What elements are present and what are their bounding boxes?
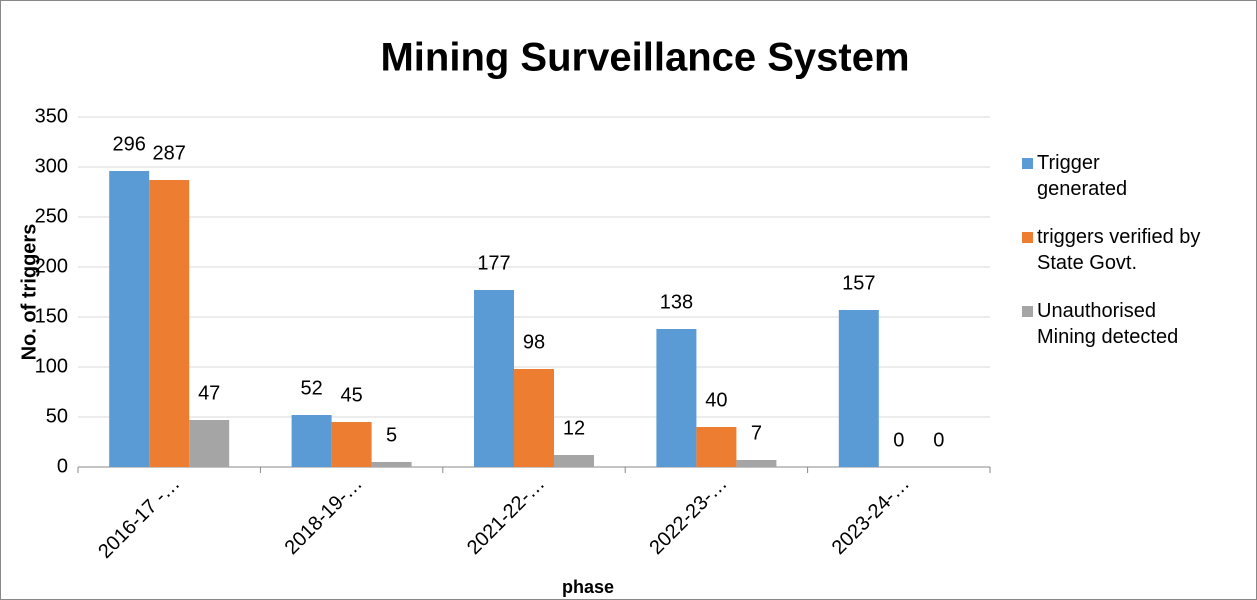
bar: [109, 171, 150, 467]
bar: [149, 180, 190, 467]
data-label: 0: [893, 429, 904, 451]
y-tick-label: 0: [57, 455, 68, 477]
legend: Trigger generated triggers verified by St…: [1022, 150, 1222, 372]
legend-entry: Unauthorised Mining detected: [1022, 298, 1222, 350]
y-axis-label: No. of triggers: [18, 224, 40, 361]
y-tick-label: 200: [35, 255, 68, 277]
legend-entry: Trigger generated: [1022, 150, 1222, 202]
data-label: 40: [705, 389, 727, 411]
data-label: 177: [477, 252, 510, 274]
data-label: 0: [933, 429, 944, 451]
data-label: 52: [300, 377, 322, 399]
bar: [838, 310, 879, 467]
legend-swatch: [1022, 158, 1033, 169]
y-tick-label: 250: [35, 205, 68, 227]
data-label: 5: [386, 424, 397, 446]
bar: [656, 329, 697, 467]
bar: [514, 369, 554, 467]
data-label: 47: [198, 382, 220, 404]
chart-title: Mining Surveillance System: [380, 36, 909, 80]
data-label: 98: [523, 331, 545, 353]
bar: [291, 415, 332, 467]
data-label: 12: [563, 417, 585, 439]
data-label: 287: [153, 142, 186, 164]
legend-label: triggers verified by State Govt.: [1037, 226, 1201, 274]
bar: [736, 460, 777, 467]
data-label: 45: [340, 384, 362, 406]
legend-label: Unauthorised Mining detected: [1037, 300, 1179, 348]
data-label: 7: [751, 422, 762, 444]
legend-swatch: [1022, 232, 1033, 243]
y-tick-label: 350: [35, 105, 68, 127]
legend-label: Trigger generated: [1037, 152, 1128, 200]
x-axis-label: phase: [562, 577, 614, 597]
y-tick-label: 300: [35, 155, 68, 177]
legend-swatch: [1022, 306, 1033, 317]
legend-entry: triggers verified by State Govt.: [1022, 224, 1222, 276]
y-tick-label: 100: [35, 355, 68, 377]
bar: [696, 427, 737, 467]
data-label: 138: [660, 291, 693, 313]
data-label: 157: [842, 272, 875, 294]
bar: [371, 462, 412, 467]
y-tick-label: 150: [35, 305, 68, 327]
y-tick-label: 50: [46, 405, 68, 427]
bar: [331, 422, 372, 467]
bar: [474, 290, 514, 467]
data-label: 296: [113, 133, 146, 155]
bar: [554, 455, 594, 467]
bar: [189, 420, 230, 467]
